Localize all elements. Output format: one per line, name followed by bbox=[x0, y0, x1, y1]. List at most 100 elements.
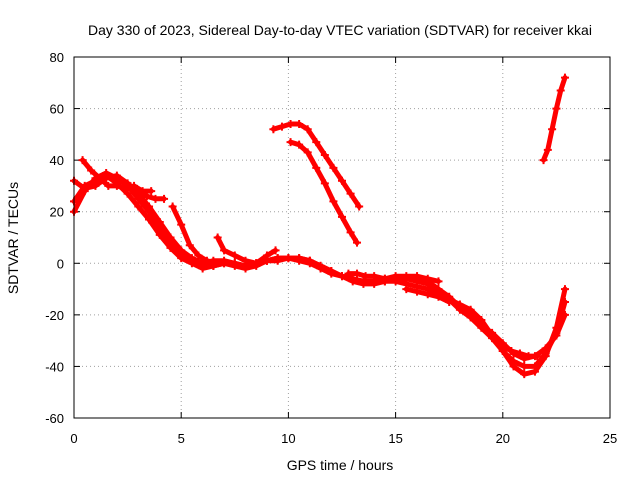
data-point bbox=[177, 246, 186, 255]
data-point bbox=[230, 251, 239, 260]
data-point bbox=[552, 104, 561, 113]
data-point bbox=[402, 272, 411, 281]
data-point bbox=[320, 150, 329, 159]
data-point bbox=[455, 303, 464, 312]
data-point bbox=[509, 357, 518, 366]
data-point bbox=[488, 328, 497, 337]
data-point bbox=[524, 352, 533, 361]
data-point bbox=[338, 212, 346, 221]
data-point bbox=[286, 138, 295, 147]
data-point bbox=[445, 297, 454, 306]
series-track-13 bbox=[539, 73, 569, 165]
data-point bbox=[160, 194, 169, 203]
data-point bbox=[145, 202, 154, 211]
data-point bbox=[434, 277, 443, 286]
series-track-10 bbox=[498, 341, 542, 361]
data-point bbox=[202, 256, 211, 265]
data-point bbox=[155, 230, 164, 239]
plot-frame bbox=[73, 56, 611, 419]
data-point bbox=[541, 344, 550, 353]
y-tick-label: 60 bbox=[50, 102, 64, 117]
data-point bbox=[87, 166, 96, 175]
data-point bbox=[168, 202, 177, 211]
data-point bbox=[78, 156, 87, 165]
data-point bbox=[552, 331, 561, 340]
chart-title: Day 330 of 2023, Sidereal Day-to-day VTE… bbox=[88, 22, 592, 38]
data-point bbox=[361, 272, 370, 281]
data-point bbox=[353, 269, 362, 278]
y-tick-labels: -60 -40 -20 0 20 40 60 80 bbox=[45, 50, 64, 426]
data-point bbox=[185, 241, 194, 250]
data-point bbox=[112, 171, 121, 180]
data-point bbox=[370, 272, 379, 281]
data-point bbox=[312, 163, 321, 172]
data-point bbox=[166, 233, 175, 242]
data-point bbox=[346, 228, 355, 237]
data-point bbox=[303, 148, 312, 157]
data-point bbox=[295, 120, 304, 129]
data-point bbox=[211, 259, 220, 268]
data-point bbox=[220, 256, 229, 265]
data-point bbox=[147, 187, 156, 196]
data-point bbox=[515, 349, 524, 358]
series-track-12 bbox=[286, 138, 362, 247]
data-point bbox=[348, 277, 357, 286]
data-point bbox=[548, 125, 557, 134]
data-point bbox=[353, 238, 362, 247]
x-tick-label: 25 bbox=[603, 431, 617, 446]
series-track-5 bbox=[125, 181, 169, 203]
data-point bbox=[560, 310, 569, 319]
data-point bbox=[177, 220, 186, 229]
data-point bbox=[121, 184, 130, 193]
x-tick-label: 20 bbox=[496, 431, 510, 446]
data-point bbox=[316, 261, 325, 270]
data-point bbox=[530, 362, 539, 371]
data-point bbox=[359, 279, 368, 288]
data-point bbox=[286, 120, 295, 129]
data-point bbox=[194, 251, 203, 260]
series-track-9 bbox=[402, 285, 454, 306]
data-point bbox=[507, 346, 516, 355]
y-tick-label: 0 bbox=[57, 256, 64, 271]
data-point bbox=[320, 179, 329, 188]
data-point bbox=[271, 246, 280, 255]
data-point bbox=[539, 156, 548, 165]
data-point bbox=[295, 254, 304, 263]
data-point bbox=[125, 181, 134, 190]
y-tick-label: -40 bbox=[45, 359, 64, 374]
series-line bbox=[345, 271, 441, 284]
data-point bbox=[338, 176, 346, 185]
data-point bbox=[380, 274, 389, 283]
data-point bbox=[413, 287, 422, 296]
data-point bbox=[142, 192, 151, 201]
data-point bbox=[269, 125, 278, 134]
data-point bbox=[220, 246, 229, 255]
x-tick-label: 5 bbox=[178, 431, 185, 446]
data-point bbox=[498, 341, 507, 350]
data-point bbox=[560, 297, 569, 306]
y-axis-label: SDTVAR / TECUs bbox=[5, 182, 21, 294]
data-point bbox=[520, 362, 529, 371]
series-track-6 bbox=[168, 202, 220, 268]
data-point bbox=[241, 256, 250, 265]
data-point bbox=[295, 140, 304, 149]
data-point bbox=[262, 251, 271, 260]
series-track-4 bbox=[78, 156, 156, 196]
data-point bbox=[155, 218, 164, 227]
x-tick-label: 15 bbox=[388, 431, 402, 446]
y-tick-label: 20 bbox=[50, 205, 64, 220]
series-track-3 bbox=[70, 171, 569, 363]
data-point bbox=[104, 181, 113, 190]
data-point bbox=[543, 145, 552, 154]
grid bbox=[73, 56, 611, 419]
data-point bbox=[230, 259, 239, 268]
data-point bbox=[533, 352, 542, 361]
y-tick-label: 40 bbox=[50, 153, 64, 168]
data-point bbox=[344, 269, 353, 278]
data-point bbox=[346, 189, 355, 198]
data-point bbox=[327, 267, 336, 276]
x-tick-label: 10 bbox=[281, 431, 295, 446]
data-point bbox=[423, 274, 432, 283]
data-point bbox=[284, 254, 293, 263]
